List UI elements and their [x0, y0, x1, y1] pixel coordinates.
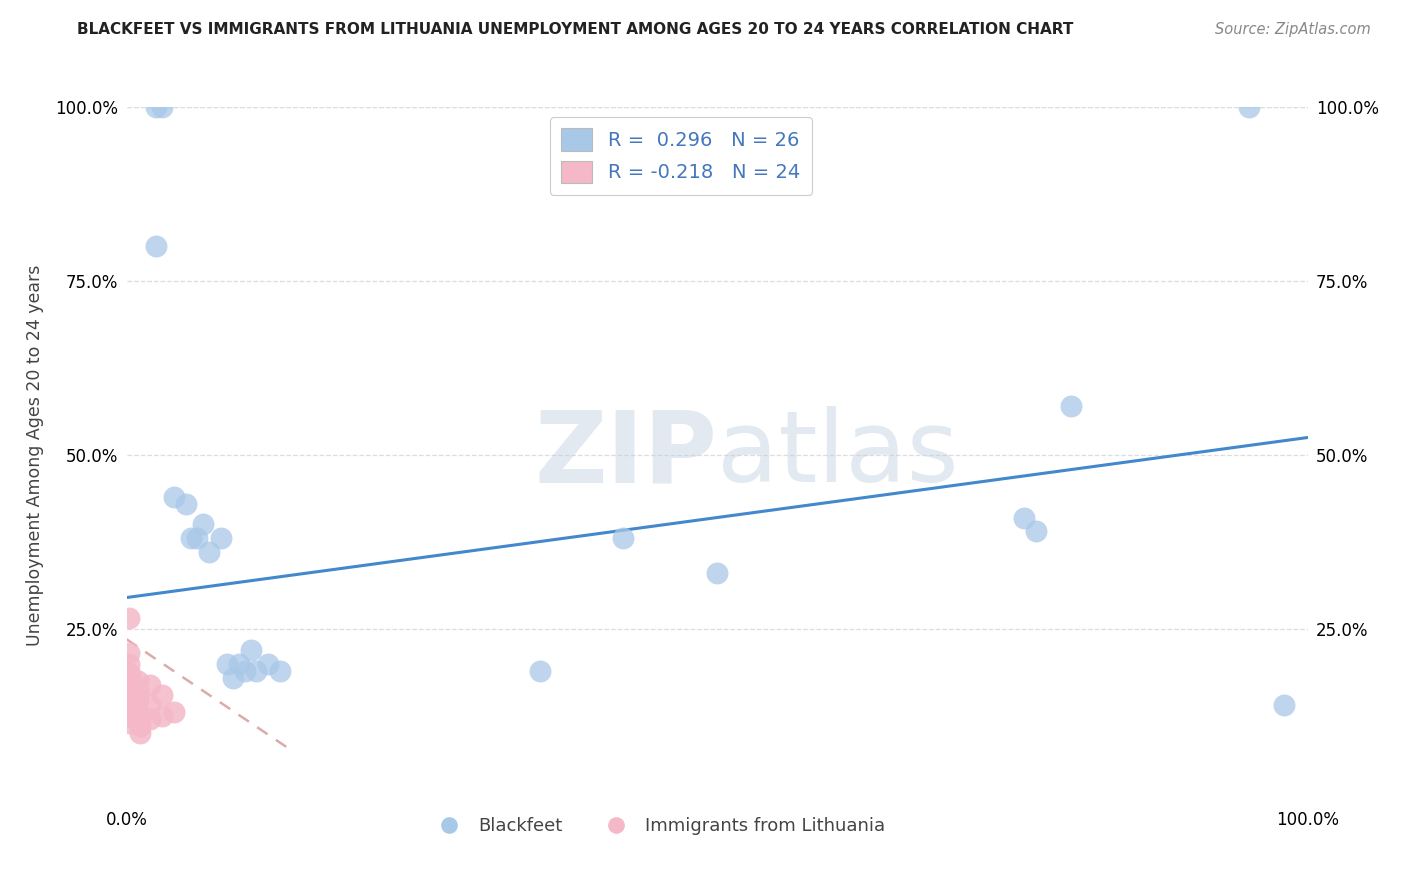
Legend: Blackfeet, Immigrants from Lithuania: Blackfeet, Immigrants from Lithuania	[423, 810, 893, 842]
Point	[163, 706, 186, 720]
Point	[198, 545, 221, 559]
Point	[128, 712, 150, 726]
Point	[120, 715, 142, 730]
Point	[269, 664, 291, 678]
Point	[150, 708, 173, 723]
Text: BLACKFEET VS IMMIGRANTS FROM LITHUANIA UNEMPLOYMENT AMONG AGES 20 TO 24 YEARS CO: BLACKFEET VS IMMIGRANTS FROM LITHUANIA U…	[77, 22, 1074, 37]
Point	[120, 681, 142, 695]
Point	[127, 706, 149, 720]
Point	[118, 657, 141, 671]
Point	[186, 532, 208, 546]
Point	[150, 688, 173, 702]
Point	[1012, 510, 1035, 524]
Point	[120, 702, 142, 716]
Point	[706, 566, 728, 581]
Text: ZIP: ZIP	[534, 407, 717, 503]
Point	[257, 657, 280, 671]
Point	[228, 657, 250, 671]
Point	[139, 677, 162, 691]
Point	[245, 664, 267, 678]
Point	[150, 100, 173, 114]
Point	[145, 239, 167, 253]
Point	[127, 693, 149, 707]
Text: atlas: atlas	[717, 407, 959, 503]
Point	[180, 532, 202, 546]
Point	[163, 490, 186, 504]
Point	[139, 698, 162, 713]
Y-axis label: Unemployment Among Ages 20 to 24 years: Unemployment Among Ages 20 to 24 years	[27, 264, 44, 646]
Point	[174, 497, 197, 511]
Point	[222, 671, 245, 685]
Point	[120, 667, 142, 681]
Point	[127, 674, 149, 689]
Point	[120, 695, 142, 709]
Point	[128, 719, 150, 733]
Point	[145, 100, 167, 114]
Point	[128, 726, 150, 740]
Point	[612, 532, 634, 546]
Point	[209, 532, 232, 546]
Point	[120, 688, 142, 702]
Point	[127, 684, 149, 698]
Point	[1060, 399, 1083, 413]
Point	[239, 642, 262, 657]
Text: Source: ZipAtlas.com: Source: ZipAtlas.com	[1215, 22, 1371, 37]
Point	[120, 708, 142, 723]
Point	[139, 712, 162, 726]
Point	[1025, 524, 1047, 539]
Point	[1272, 698, 1295, 713]
Point	[233, 664, 256, 678]
Point	[215, 657, 238, 671]
Point	[118, 646, 141, 660]
Point	[120, 674, 142, 689]
Point	[118, 611, 141, 625]
Point	[1237, 100, 1260, 114]
Point	[529, 664, 551, 678]
Point	[193, 517, 215, 532]
